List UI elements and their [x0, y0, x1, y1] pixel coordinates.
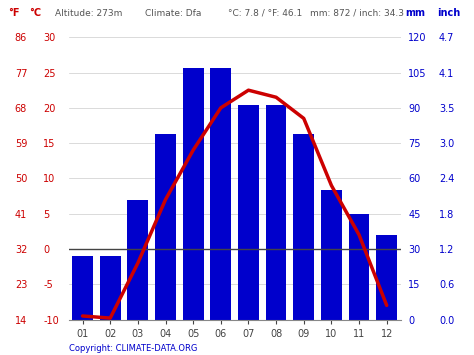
Bar	[100, 256, 120, 320]
Bar	[293, 134, 314, 320]
Bar	[210, 68, 231, 320]
Text: inch: inch	[438, 8, 461, 18]
Text: mm: mm	[405, 8, 425, 18]
Bar	[238, 105, 259, 320]
Bar	[349, 214, 369, 320]
Bar	[128, 200, 148, 320]
Text: Copyright: CLIMATE-DATA.ORG: Copyright: CLIMATE-DATA.ORG	[69, 344, 197, 354]
Text: °C: 7.8 / °F: 46.1: °C: 7.8 / °F: 46.1	[228, 9, 303, 18]
Text: °C: °C	[29, 8, 42, 18]
Text: °F: °F	[9, 8, 20, 18]
Bar	[72, 256, 93, 320]
Bar	[266, 105, 286, 320]
Text: mm: 872 / inch: 34.3: mm: 872 / inch: 34.3	[310, 9, 404, 18]
Bar	[321, 190, 342, 320]
Bar	[183, 68, 203, 320]
Text: Climate: Dfa: Climate: Dfa	[145, 9, 201, 18]
Bar	[376, 235, 397, 320]
Bar	[155, 134, 176, 320]
Text: Altitude: 273m: Altitude: 273m	[55, 9, 122, 18]
